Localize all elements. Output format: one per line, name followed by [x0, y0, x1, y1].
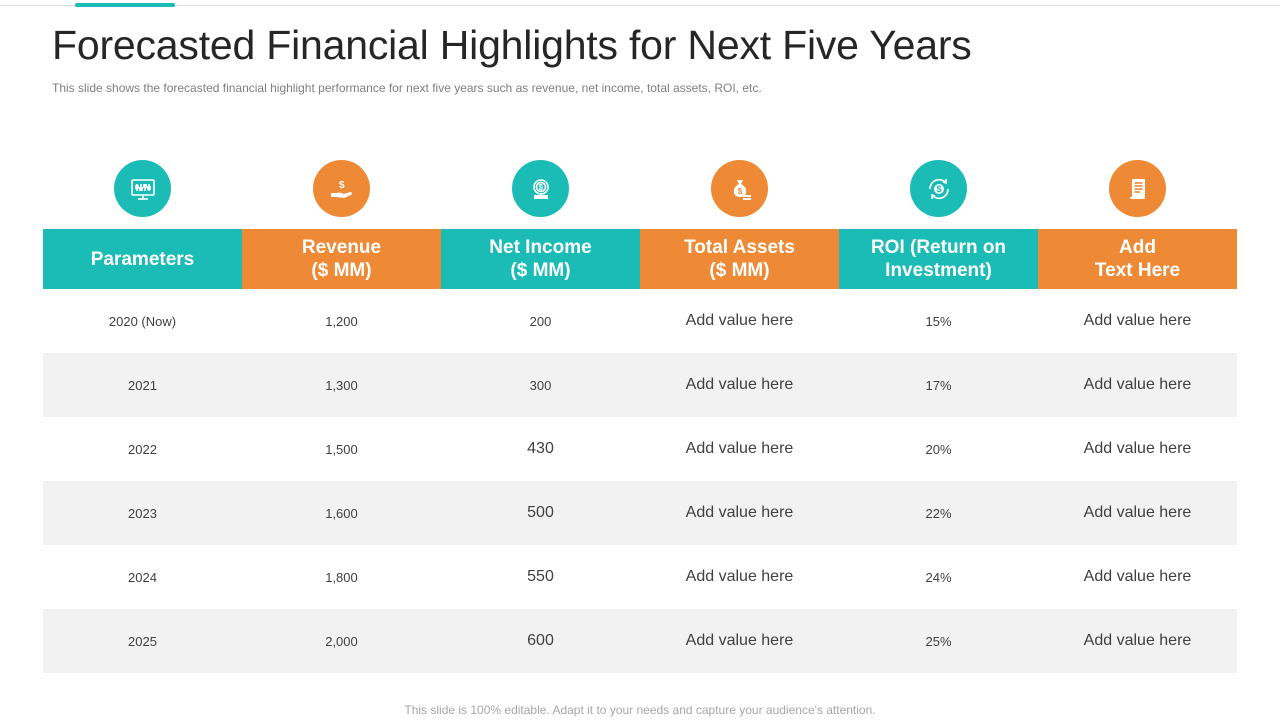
cell-net-income: 300: [529, 377, 552, 393]
cell-roi: 24%: [925, 569, 952, 585]
cell-total-assets: Add value here: [685, 632, 794, 649]
cell-net-income: 600: [527, 632, 554, 649]
cell-add-text: Add value here: [1083, 568, 1192, 585]
cell-total-assets: Add value here: [685, 376, 794, 393]
cell-revenue: 2,000: [325, 633, 358, 649]
table-row: 2020 (Now) 1,200 200 Add value here 15% …: [43, 289, 1237, 353]
cell-parameter: 2022: [128, 441, 157, 457]
header-revenue: Revenue ($ MM): [242, 229, 441, 289]
top-divider-line: [0, 5, 1280, 6]
cell-total-assets: Add value here: [685, 504, 794, 521]
table-row: 2021 1,300 300 Add value here 17% Add va…: [43, 353, 1237, 417]
header-roi: ROI (Return on Investment): [839, 229, 1038, 289]
svg-text:$: $: [538, 183, 543, 192]
top-accent-bar: [75, 3, 175, 7]
cell-add-text: Add value here: [1083, 632, 1192, 649]
cell-revenue: 1,300: [325, 377, 358, 393]
cell-revenue: 1,500: [325, 441, 358, 457]
cell-roi: 20%: [925, 441, 952, 457]
column-icons-row: $ $ $: [43, 160, 1237, 217]
money-hand-icon: $: [313, 160, 370, 217]
cell-revenue: 1,200: [325, 313, 358, 329]
cell-roi: 22%: [925, 505, 952, 521]
slide-subtitle: This slide shows the forecasted financia…: [52, 81, 762, 95]
cell-roi: 17%: [925, 377, 952, 393]
cell-total-assets: Add value here: [685, 312, 794, 329]
table-row: 2023 1,600 500 Add value here 22% Add va…: [43, 481, 1237, 545]
cell-add-text: Add value here: [1083, 312, 1192, 329]
slide-footer-note: This slide is 100% editable. Adapt it to…: [404, 703, 876, 717]
table-row: 2022 1,500 430 Add value here 20% Add va…: [43, 417, 1237, 481]
header-add-text: Add Text Here: [1038, 229, 1237, 289]
header-total-assets: Total Assets ($ MM): [640, 229, 839, 289]
cell-net-income: 550: [527, 568, 554, 585]
slide-title: Forecasted Financial Highlights for Next…: [52, 22, 972, 68]
cell-net-income: 200: [529, 313, 552, 329]
cell-parameter: 2020 (Now): [108, 313, 177, 329]
cell-add-text: Add value here: [1083, 376, 1192, 393]
cell-add-text: Add value here: [1083, 504, 1192, 521]
dollar-exchange-icon: $: [910, 160, 967, 217]
cell-net-income: 430: [527, 440, 554, 457]
table-header-row: Parameters Revenue ($ MM) Net Income ($ …: [43, 229, 1237, 289]
svg-text:$: $: [936, 184, 941, 194]
computer-monitor-icon: [114, 160, 171, 217]
header-net-income: Net Income ($ MM): [441, 229, 640, 289]
cell-roi: 15%: [925, 313, 952, 329]
cell-parameter: 2021: [128, 377, 157, 393]
cell-roi: 25%: [925, 633, 952, 649]
cell-parameter: 2025: [128, 633, 157, 649]
svg-text:$: $: [339, 180, 345, 191]
document-scroll-icon: [1109, 160, 1166, 217]
table-row: 2025 2,000 600 Add value here 25% Add va…: [43, 609, 1237, 673]
svg-text:$: $: [737, 187, 742, 196]
cell-parameter: 2024: [128, 569, 157, 585]
cell-parameter: 2023: [128, 505, 157, 521]
table-row: 2024 1,800 550 Add value here 24% Add va…: [43, 545, 1237, 609]
financial-highlights-table: Parameters Revenue ($ MM) Net Income ($ …: [43, 229, 1237, 673]
cell-net-income: 500: [527, 504, 554, 521]
cell-revenue: 1,600: [325, 505, 358, 521]
cell-revenue: 1,800: [325, 569, 358, 585]
cell-add-text: Add value here: [1083, 440, 1192, 457]
cell-total-assets: Add value here: [685, 568, 794, 585]
cell-total-assets: Add value here: [685, 440, 794, 457]
header-parameters: Parameters: [43, 229, 242, 289]
money-bag-icon: $: [711, 160, 768, 217]
dollar-coin-icon: $: [512, 160, 569, 217]
